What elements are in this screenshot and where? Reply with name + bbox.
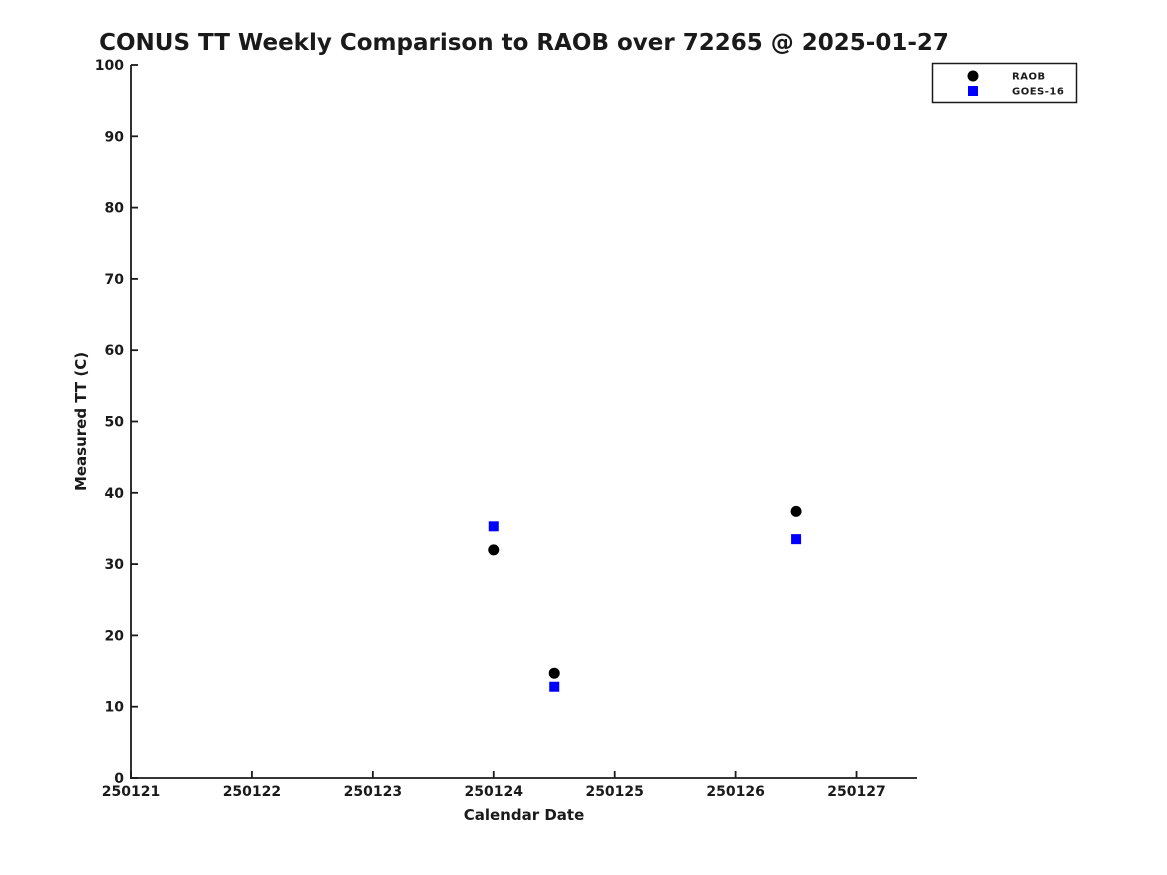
y-tick-label: 30 <box>105 557 125 573</box>
legend-box <box>931 62 1078 104</box>
data-point-goes-16 <box>488 521 499 532</box>
x-tick-label: 250127 <box>827 784 885 800</box>
y-tick-label: 100 <box>95 58 124 74</box>
legend-label-goes-16: GOES-16 <box>1012 87 1064 98</box>
legend-marker-raob-icon <box>967 70 979 82</box>
data-point-raob <box>488 544 500 556</box>
y-tick-label: 80 <box>105 201 125 217</box>
x-tick-label: 250123 <box>344 784 402 800</box>
y-tick-label: 60 <box>105 343 125 359</box>
data-point-raob <box>548 667 560 679</box>
y-tick-label: 10 <box>105 700 125 716</box>
y-tick-label: 90 <box>105 129 125 145</box>
x-tick-label: 250125 <box>585 784 643 800</box>
x-tick-label: 250122 <box>223 784 281 800</box>
y-tick-label: 0 <box>114 771 124 787</box>
y-axis-label: Measured TT (C) <box>72 352 90 491</box>
chart-title: CONUS TT Weekly Comparison to RAOB over … <box>99 30 949 56</box>
legend: RAOB GOES-16 <box>931 62 1078 104</box>
y-tick-label: 20 <box>105 628 125 644</box>
data-point-goes-16 <box>549 681 560 692</box>
data-points <box>488 505 802 692</box>
x-tick-label: 250121 <box>102 784 160 800</box>
x-axis-label: Calendar Date <box>464 806 585 824</box>
y-tick-label: 40 <box>105 486 125 502</box>
axes: 250121 250122 250123 250124 250125 250126 2501… <box>95 58 917 800</box>
legend-label-raob: RAOB <box>1012 72 1046 83</box>
data-point-goes-16 <box>791 534 802 545</box>
x-tick-label: 250124 <box>465 784 524 800</box>
data-point-raob <box>790 505 802 517</box>
legend-marker-goes-16-icon <box>968 86 978 96</box>
y-tick-label: 50 <box>105 415 125 431</box>
y-tick-label: 70 <box>105 272 125 288</box>
x-tick-label: 250126 <box>706 784 764 800</box>
